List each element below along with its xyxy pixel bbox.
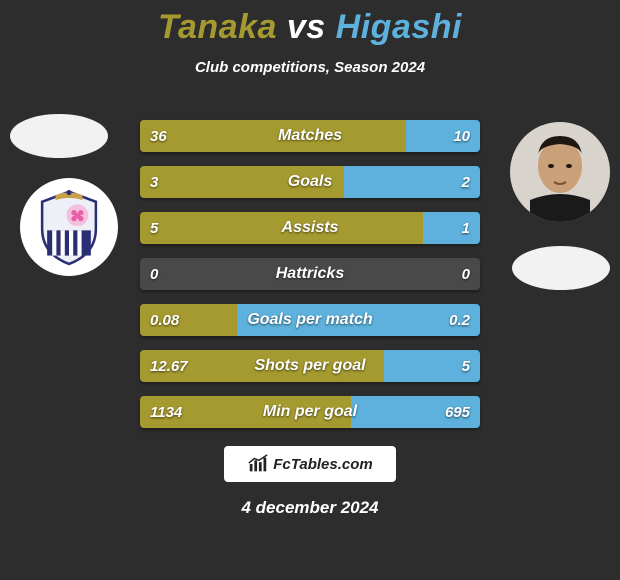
branding-label: FcTables.com <box>273 456 372 473</box>
player2-club-badge-placeholder <box>512 246 610 290</box>
branding-badge: FcTables.com <box>224 446 396 482</box>
stat-bars: 3610Matches 32Goals 51Assists 00Hattricks 0.… <box>140 120 480 442</box>
subtitle: Club competitions, Season 2024 <box>0 59 620 76</box>
player1-club-badge <box>20 178 118 276</box>
player1-photo-placeholder <box>10 114 108 158</box>
stat-row: 32Goals <box>140 166 480 198</box>
stat-label: Goals per match <box>140 304 480 336</box>
stat-label: Assists <box>140 212 480 244</box>
player1-name: Tanaka <box>158 8 277 46</box>
player2-photo <box>510 122 610 222</box>
player2-name: Higashi <box>336 8 462 46</box>
stat-row: 12.675Shots per goal <box>140 350 480 382</box>
stat-label: Matches <box>140 120 480 152</box>
stat-label: Goals <box>140 166 480 198</box>
stat-row: 00Hattricks <box>140 258 480 290</box>
stat-label: Min per goal <box>140 396 480 428</box>
chart-icon <box>247 453 269 475</box>
date-label: 4 december 2024 <box>0 498 620 518</box>
stat-label: Hattricks <box>140 258 480 290</box>
comparison-title: Tanaka vs Higashi <box>0 0 620 47</box>
stat-row: 0.080.2Goals per match <box>140 304 480 336</box>
stat-row: 51Assists <box>140 212 480 244</box>
stat-row: 3610Matches <box>140 120 480 152</box>
club-crest-icon <box>27 185 111 269</box>
stat-row: 1134695Min per goal <box>140 396 480 428</box>
stat-label: Shots per goal <box>140 350 480 382</box>
vs-label: vs <box>287 8 326 46</box>
